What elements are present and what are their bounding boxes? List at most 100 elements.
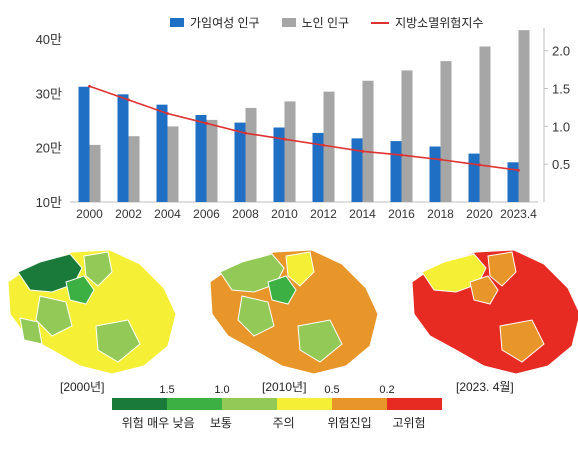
scale-segment (222, 398, 277, 410)
x-axis-tick-label: 2010 (271, 207, 298, 221)
map-region (65, 275, 95, 305)
legend-item-elderly: 노인 인구 (281, 14, 350, 31)
left-axis-tick-label: 40만 (36, 32, 62, 47)
scale-threshold: 1.5 (159, 384, 175, 396)
scale-thresholds: 1.5 1.0 0.5 0.2 (112, 384, 442, 424)
bar-women (195, 115, 207, 202)
bar-elderly (440, 61, 452, 203)
x-axis-tick-label: 2012 (310, 207, 337, 221)
bar-women (351, 138, 363, 202)
bar-women (78, 86, 90, 202)
risk-index-point (166, 112, 169, 115)
scale-category: 보통 (209, 416, 232, 430)
map-region (285, 251, 315, 287)
scale-segment (332, 398, 387, 410)
risk-color-scale: 1.5 1.0 0.5 0.2 위험 매우 낮음 보통 주의 위험진입 고위험 (112, 384, 442, 442)
map-region (267, 275, 297, 305)
risk-index-point (205, 121, 208, 125)
map-region (35, 295, 73, 337)
legend-swatch-risk-index (371, 21, 390, 24)
x-axis-tick-label: 2014 (349, 207, 376, 221)
left-axis-tick-label: 20만 (36, 141, 62, 156)
bar-elderly (89, 144, 101, 202)
risk-index-point (283, 137, 286, 141)
risk-maps (7, 249, 578, 375)
bar-women (390, 141, 402, 202)
bar-women (234, 122, 246, 202)
bar-elderly (401, 70, 413, 202)
risk-index-point (517, 168, 520, 172)
legend-label-elderly: 노인 인구 (301, 16, 350, 30)
scale-segment (167, 398, 222, 410)
right-axis-tick-label: 0.5 (552, 157, 570, 172)
scale-segment (277, 398, 332, 410)
bar-elderly (245, 107, 257, 202)
left-axis-tick-label: 10만 (36, 195, 62, 210)
map-region (297, 319, 343, 363)
bar-elderly (518, 30, 530, 202)
left-axis-tick-label: 30만 (36, 86, 62, 101)
x-axis-tick-label: 2008 (232, 207, 259, 221)
x-axis-tick-label: 2016 (388, 207, 415, 221)
bar-women (468, 153, 480, 202)
x-axis-tick-label: 2004 (154, 207, 181, 221)
bar-elderly (128, 136, 140, 202)
bar-elderly (206, 119, 218, 202)
map-region (487, 251, 517, 287)
legend-label-risk-index: 지방소멸위험지수 (395, 16, 484, 30)
scale-category: 고위험 (392, 416, 426, 430)
bar-women (312, 132, 324, 202)
scale-threshold: 1.0 (214, 384, 230, 396)
map-caption-2010: [2010년] (262, 380, 307, 394)
scale-segment (112, 398, 167, 410)
scale-threshold: 0.2 (379, 384, 395, 396)
map-region (83, 251, 113, 287)
legend-item-women: 가임여성 인구 (170, 14, 260, 31)
legend-swatch-elderly (281, 18, 296, 27)
risk-index-point (361, 149, 364, 153)
map-caption-2023: [2023. 4월] (456, 380, 514, 394)
map-region (499, 319, 545, 363)
bar-elderly (167, 126, 179, 202)
risk-index-point (400, 153, 403, 157)
bar-women (507, 162, 519, 202)
map-region (19, 317, 43, 345)
risk-index-point (244, 131, 247, 135)
bar-women (429, 146, 441, 202)
scale-category: 주의 (272, 416, 295, 430)
right-axis-tick-label: 1.0 (552, 119, 570, 134)
risk-index-line (89, 85, 519, 172)
right-axis-tick-label: 1.5 (552, 82, 570, 97)
bar-elderly (362, 80, 374, 202)
chart-legend: 가임여성 인구 노인 인구 지방소멸위험지수 (170, 14, 483, 31)
bar-women (273, 127, 285, 202)
bar-elderly (284, 101, 296, 202)
map-2023 (411, 249, 578, 375)
map-caption-2000: [2000년] (60, 380, 105, 394)
bar-women (117, 94, 129, 202)
risk-index-point (478, 163, 481, 167)
legend-swatch-women (170, 18, 184, 27)
legend-item-risk-index: 지방소멸위험지수 (371, 14, 483, 31)
map-region (95, 319, 141, 363)
risk-index-point (322, 143, 325, 147)
scale-category: 위험 매우 낮음 (121, 416, 195, 430)
bar-elderly (479, 46, 491, 202)
bar-women (156, 104, 168, 202)
risk-index-point (88, 84, 91, 88)
x-axis-tick-label: 2020 (466, 207, 493, 221)
map-region (237, 295, 275, 337)
map-2000 (7, 249, 177, 375)
x-axis-tick-label: 2018 (427, 207, 454, 221)
legend-label-women: 가임여성 인구 (190, 16, 260, 30)
map-2010 (209, 249, 379, 375)
scale-segment (387, 398, 442, 410)
risk-index-point (439, 158, 442, 162)
risk-index-point (127, 98, 130, 102)
x-axis-tick-label: 2000 (76, 207, 103, 221)
scale-categories: 위험 매우 낮음 보통 주의 위험진입 고위험 (112, 416, 442, 442)
x-axis-tick-label: 2023.4 (500, 207, 537, 221)
map-region (469, 275, 499, 305)
scale-bar (112, 398, 442, 410)
